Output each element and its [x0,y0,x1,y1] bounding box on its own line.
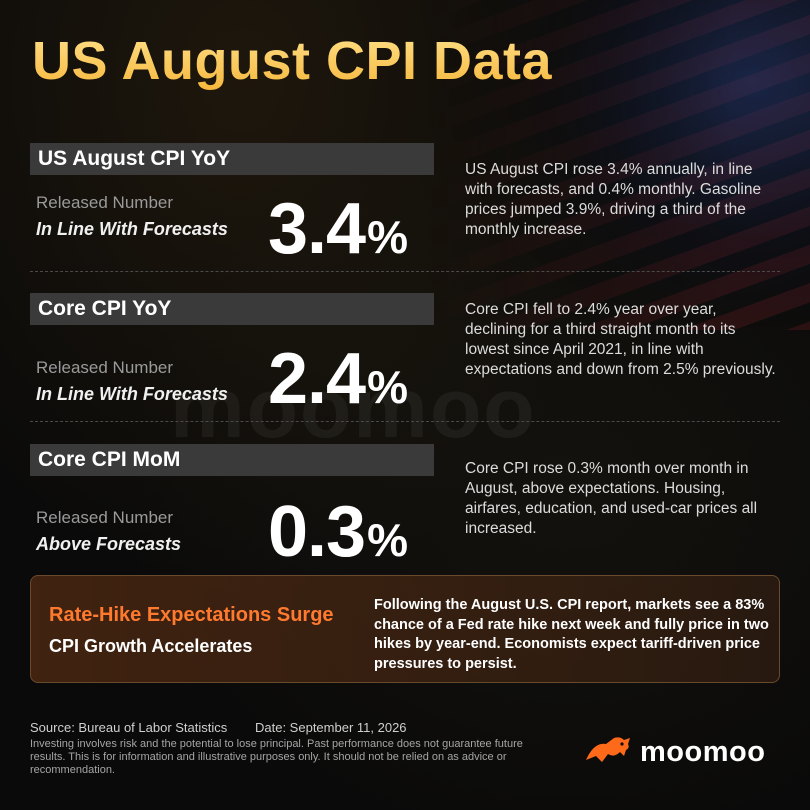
section-description: US August CPI rose 3.4% annually, in lin… [465,161,762,238]
section-divider [30,421,780,422]
page-title: US August CPI Data [32,31,553,91]
section-description: Core CPI fell to 2.4% year over year, de… [465,301,776,378]
value-number: 0.3 [268,492,366,572]
rate-hike-callout: Rate-Hike Expectations Surge CPI Growth … [30,575,780,683]
value-unit: % [367,361,408,413]
section-description: Core CPI rose 0.3% month over month in A… [465,460,758,537]
callout-subheadline: CPI Growth Accelerates [49,636,253,656]
section-cpi-yoy: US August CPI YoY Released Number In Lin… [30,143,780,268]
value-unit: % [367,211,408,263]
brand-logo[interactable]: moomoo [584,734,765,770]
section-heading: Core CPI MoM [30,444,434,476]
released-number-label: Released Number [36,358,174,377]
disclaimer-text: Investing involves risk and the potentia… [30,738,523,776]
date-text: Date: September 11, 2026 [255,720,407,735]
released-number-label: Released Number [36,193,174,212]
value-unit: % [367,514,408,566]
moomoo-bull-logo-icon [584,734,632,771]
value-number: 3.4 [268,189,366,269]
forecast-status: Above Forecasts [36,534,182,554]
value-number: 2.4 [268,339,366,419]
source-text: Source: Bureau of Labor Statistics [30,720,228,735]
forecast-status: In Line With Forecasts [36,384,228,404]
section-heading: Core CPI YoY [30,293,434,325]
released-value: 0.3% [268,496,408,568]
released-value: 2.4% [268,343,408,415]
flag-background-image [430,0,810,330]
callout-text: Following the August U.S. CPI report, ma… [374,597,769,672]
watermark-logo: moomoo [170,361,537,455]
released-value: 3.4% [268,193,408,265]
released-number-label: Released Number [36,508,174,527]
forecast-status: In Line With Forecasts [36,219,228,239]
callout-headline: Rate-Hike Expectations Surge [49,604,334,626]
brand-name: moomoo [640,735,766,768]
section-core-cpi-mom: Core CPI MoM Released Number Above Forec… [30,444,780,568]
section-divider [30,271,780,272]
section-core-cpi-yoy: Core CPI YoY Released Number In Line Wit… [30,293,780,418]
section-heading: US August CPI YoY [30,143,434,175]
